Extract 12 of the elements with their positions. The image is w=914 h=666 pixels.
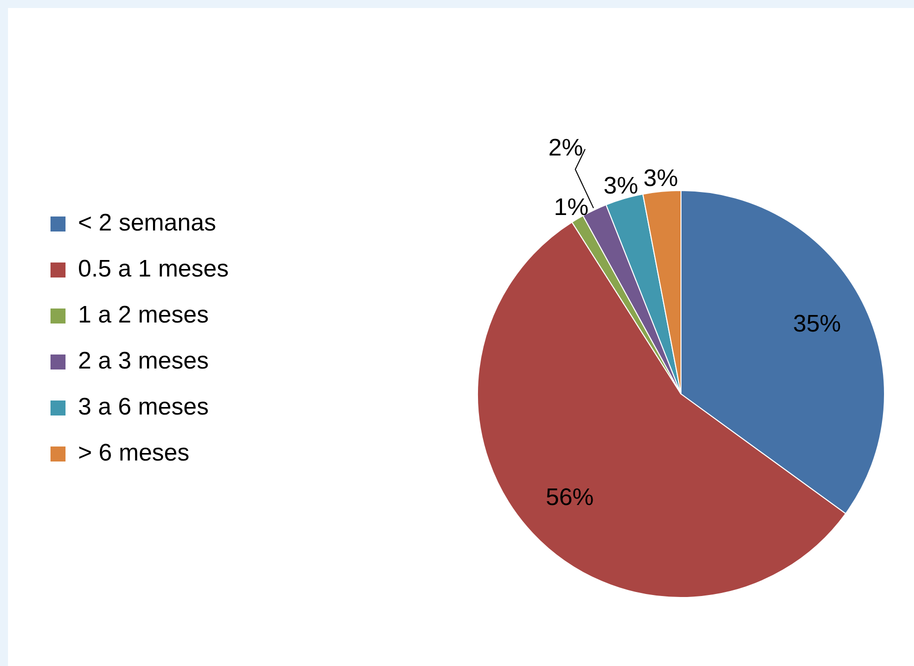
legend-label: 2 a 3 meses — [78, 348, 209, 375]
data-label: 3% — [603, 172, 638, 200]
data-label: 3% — [643, 164, 678, 192]
data-label: 56% — [546, 484, 594, 512]
data-label: 2% — [548, 134, 584, 162]
legend-label: 3 a 6 meses — [78, 394, 209, 421]
legend-label: > 6 meses — [78, 440, 190, 467]
legend-label: < 2 semanas — [78, 210, 216, 237]
legend-label: 0.5 a 1 meses — [78, 256, 229, 283]
data-label: 1% — [554, 194, 589, 221]
legend-label: 1 a 2 meses — [78, 302, 209, 329]
data-label: 35% — [792, 310, 842, 338]
